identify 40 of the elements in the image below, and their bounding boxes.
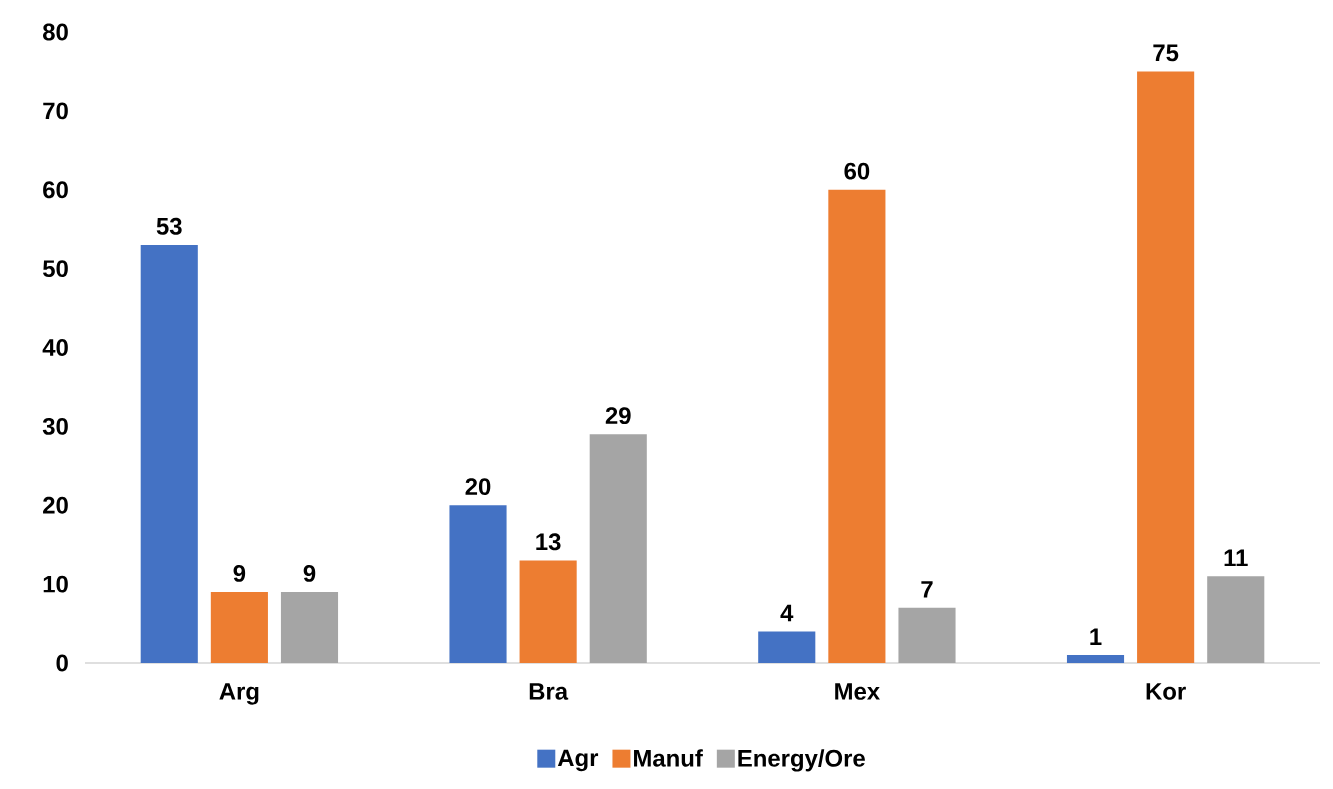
y-tick-label: 40 [42,339,68,356]
y-tick-label: 60 [43,181,68,199]
data-label: 75 [1153,44,1179,62]
y-tick-label: 30 [42,417,68,435]
y-tick-label: 10 [43,575,68,593]
data-label: 13 [536,533,561,551]
data-label: 4 [780,604,794,622]
data-label: 7 [921,581,933,598]
legend-label: Manuf [634,749,703,767]
bar [1137,71,1195,663]
bar [898,607,956,663]
bar [1066,655,1125,663]
data-label: 11 [1224,549,1248,567]
data-label: 60 [844,162,870,180]
bar [449,505,507,663]
y-tick-label: 50 [42,260,68,278]
x-tick-label: Kor [1146,683,1186,700]
y-tick-label: 80 [43,23,68,41]
x-tick-label: Arg [219,683,259,705]
data-label: 9 [303,564,316,582]
bar [1207,576,1265,663]
legend-label: Agr [557,749,599,772]
legend-label: Energy/Ore [738,749,865,772]
data-label: 53 [156,217,182,235]
y-tick-label: 20 [43,496,68,514]
y-tick-label: 0 [56,654,68,672]
bar [589,434,647,663]
bar [519,560,577,663]
y-tick-label: 70 [43,102,68,120]
bar [758,631,816,663]
bar [828,189,886,663]
bar [140,244,198,663]
x-tick-label: Bra [529,683,569,700]
bar [210,592,268,663]
data-label: 9 [233,564,246,582]
data-label: 29 [605,407,631,425]
bar [280,592,339,663]
data-label: 1 [1090,628,1102,645]
x-tick-label: Mex [835,683,880,700]
data-label: 20 [465,478,491,496]
